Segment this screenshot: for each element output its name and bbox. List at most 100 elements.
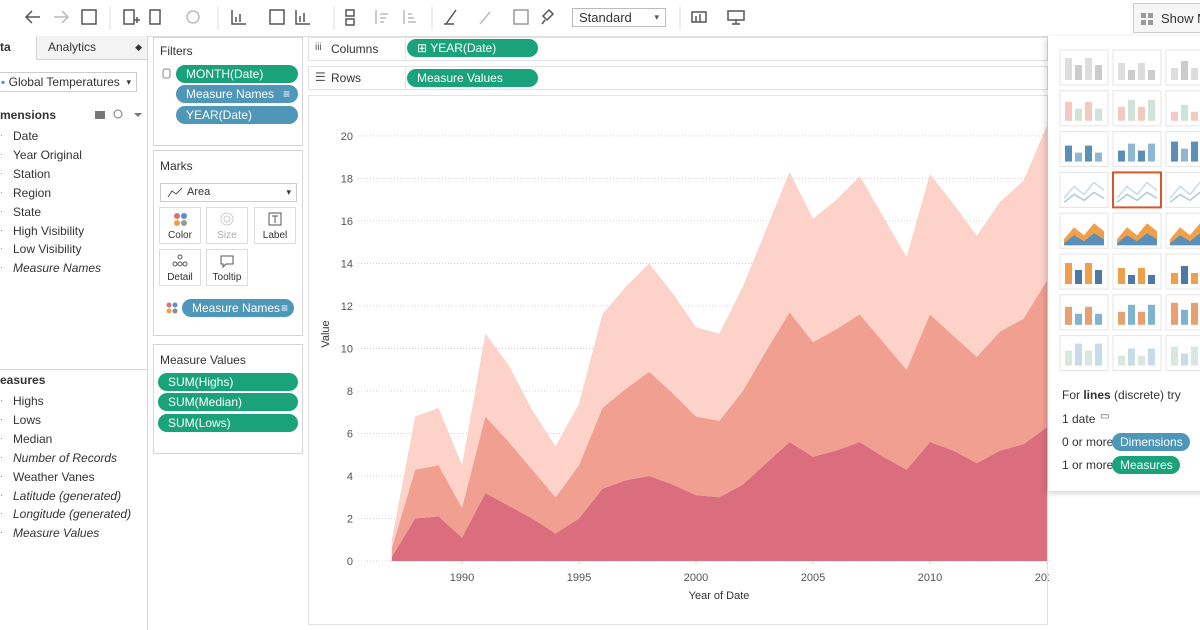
toolbar-icon-group (24, 8, 745, 26)
thumbnail-shape (1191, 111, 1198, 121)
field-icon: · (0, 489, 3, 500)
mark-button-label: Size (217, 230, 237, 241)
thumbnail-line (1063, 191, 1105, 203)
redo-icon (54, 10, 70, 24)
field-item[interactable]: · Measure Names (0, 261, 147, 277)
field-item[interactable]: · High Visibility (0, 224, 147, 240)
measure-pill[interactable]: SUM(Median) (158, 393, 298, 412)
field-item[interactable]: · Latitude (generated) (0, 489, 147, 505)
data-source-dropdown[interactable]: ▪ Global Temperatures ▾ (0, 72, 137, 92)
hint-text: For (1062, 388, 1080, 402)
filter-pill[interactable]: MONTH(Date) (176, 65, 298, 83)
field-item[interactable]: · Year Original (0, 148, 147, 164)
measures-header: easures (0, 373, 46, 387)
field-item[interactable]: · Lows (0, 413, 147, 429)
thumbnail-shape (1065, 263, 1072, 284)
filter-pill[interactable]: YEAR(Date) (176, 105, 298, 124)
mark-button-label: Tooltip (212, 272, 242, 283)
field-item[interactable]: · Region (0, 186, 147, 202)
menu-arrow (134, 113, 142, 117)
thumbnail-shape (1171, 273, 1178, 284)
thumbnail-shape (1075, 343, 1082, 366)
data-pane: ta Analytics ◆ ▪ Global Temperatures ▾ men… (0, 36, 148, 630)
new-sheet-icon (231, 10, 246, 25)
thumbnail-shape (1191, 273, 1198, 284)
y-tick-label: 16 (341, 216, 353, 228)
field-item[interactable]: · Measure Values (0, 526, 147, 542)
icon-cell (1148, 20, 1153, 25)
field-icon: · (0, 508, 3, 519)
y-tick-label: 20 (341, 131, 353, 143)
rows-shelf: ☰ Rows Measure Values (308, 66, 1048, 90)
field-label: Low Visibility (13, 242, 82, 257)
mark-button[interactable]: Color (159, 207, 201, 244)
new-datasource-icon (123, 9, 140, 25)
field-item[interactable]: · Highs (0, 394, 147, 410)
show-me-button[interactable]: Show M (1133, 3, 1200, 33)
shelf-divider (405, 38, 406, 60)
thumbnail-frame (1112, 171, 1162, 209)
thumbnail-shape (1095, 270, 1102, 284)
filter-pill[interactable]: Measure Names ≡ (176, 85, 298, 104)
decoration (174, 220, 180, 226)
field-item[interactable]: · Number of Records (0, 451, 147, 467)
decoration (177, 254, 183, 260)
decoration (177, 261, 183, 267)
field-icon: · (0, 205, 3, 216)
chart-thumbnails (1059, 49, 1200, 372)
columns-pill[interactable]: ⊞ YEAR(Date) (407, 39, 538, 57)
area-icon (167, 187, 183, 198)
field-label: Date (13, 129, 39, 143)
tab-label: Analytics (48, 40, 97, 54)
pill-label: YEAR(Date) (430, 41, 497, 55)
thumbnail-shape (1138, 150, 1145, 162)
thumbnail-shape (1065, 145, 1072, 162)
thumbnail-shape (1191, 346, 1198, 366)
measure-pill[interactable]: SUM(Lows) (158, 413, 298, 432)
thumbnail-shape (1128, 143, 1135, 162)
view-size-dropdown[interactable]: Standard ▾ (572, 8, 666, 27)
thumbnail-shape (1118, 311, 1125, 325)
analytics-tab[interactable]: Analytics ◆ (36, 36, 147, 60)
group-icon (479, 11, 491, 25)
rows-pill[interactable]: Measure Values (407, 69, 538, 87)
field-label: Longitude (generated) (13, 507, 132, 522)
data-tab[interactable]: ta (0, 36, 36, 62)
field-label: High Visibility (13, 223, 85, 238)
mark-button-label: Detail (167, 272, 193, 283)
thumbnail-shape (1118, 150, 1125, 162)
decoration (220, 212, 234, 226)
field-item[interactable]: · Weather Vanes (0, 470, 147, 486)
thumbnail-shape (1095, 152, 1102, 162)
thumbnail-shape (1171, 141, 1178, 162)
mark-button[interactable]: Detail (159, 249, 201, 286)
field-item[interactable]: · Low Visibility (0, 242, 147, 258)
mark-button[interactable]: Size (206, 207, 248, 244)
field-item[interactable]: · Longitude (generated) (0, 507, 147, 523)
color-pill[interactable]: Measure Names ≡ (182, 299, 294, 317)
field-icon: · (0, 130, 3, 140)
requirement-count: 1 or more (1062, 458, 1114, 472)
sort-desc-icon (403, 10, 416, 24)
field-item[interactable]: · Median (0, 432, 147, 448)
duplicate-icon (269, 9, 285, 25)
thumbnail-shape (1065, 350, 1072, 366)
data-source-name: Global Temperatures (8, 75, 120, 89)
field-item[interactable]: · Date (0, 129, 147, 145)
mark-button[interactable]: Label (254, 207, 296, 244)
hint-bold: lines (1083, 388, 1111, 402)
y-tick-label: 6 (347, 428, 353, 440)
field-item[interactable]: · Station (0, 167, 147, 183)
mark-type-dropdown[interactable]: Area ▾ (160, 183, 297, 202)
data-source-icon: ▪ (1, 75, 6, 89)
field-icon: · (0, 451, 3, 462)
field-item[interactable]: · State (0, 205, 147, 221)
measure-pill[interactable]: SUM(Highs) (158, 373, 298, 391)
x-tick-label: 1990 (450, 572, 474, 584)
y-tick-label: 8 (347, 386, 353, 398)
field-icon: · (0, 395, 3, 405)
mark-button[interactable]: Tooltip (206, 249, 248, 286)
thumbnail-shape (1085, 263, 1092, 284)
thumbnail-shape (1095, 65, 1102, 80)
thumbnail-shape (1148, 99, 1155, 121)
